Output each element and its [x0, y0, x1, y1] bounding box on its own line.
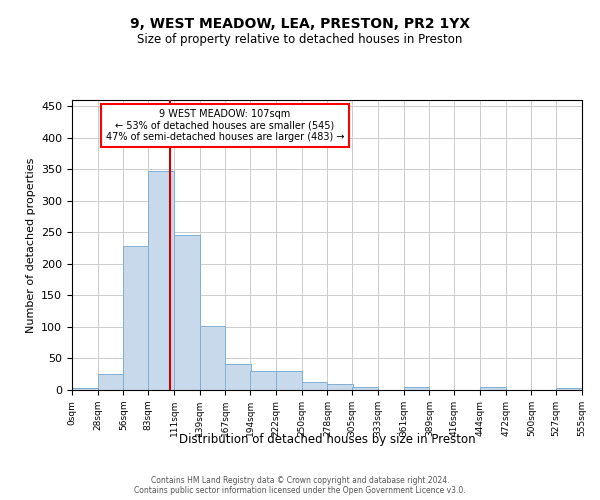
Text: 9, WEST MEADOW, LEA, PRESTON, PR2 1YX: 9, WEST MEADOW, LEA, PRESTON, PR2 1YX [130, 18, 470, 32]
Text: 9 WEST MEADOW: 107sqm
← 53% of detached houses are smaller (545)
47% of semi-det: 9 WEST MEADOW: 107sqm ← 53% of detached … [106, 108, 344, 142]
Bar [302, 382, 328, 390]
Bar [72, 388, 98, 390]
Bar [148, 170, 174, 390]
Bar [352, 387, 378, 390]
Y-axis label: Number of detached properties: Number of detached properties [26, 158, 35, 332]
Bar [480, 388, 506, 390]
Bar [276, 371, 302, 390]
Bar [98, 374, 124, 390]
Bar [250, 371, 276, 390]
Text: Size of property relative to detached houses in Preston: Size of property relative to detached ho… [137, 32, 463, 46]
Bar [404, 388, 430, 390]
Bar [226, 364, 251, 390]
Text: Contains HM Land Registry data © Crown copyright and database right 2024.
Contai: Contains HM Land Registry data © Crown c… [134, 476, 466, 495]
Bar [200, 326, 226, 390]
Bar [174, 235, 200, 390]
Bar [328, 384, 353, 390]
Text: Distribution of detached houses by size in Preston: Distribution of detached houses by size … [179, 432, 475, 446]
Bar [124, 246, 149, 390]
Bar [556, 388, 582, 390]
